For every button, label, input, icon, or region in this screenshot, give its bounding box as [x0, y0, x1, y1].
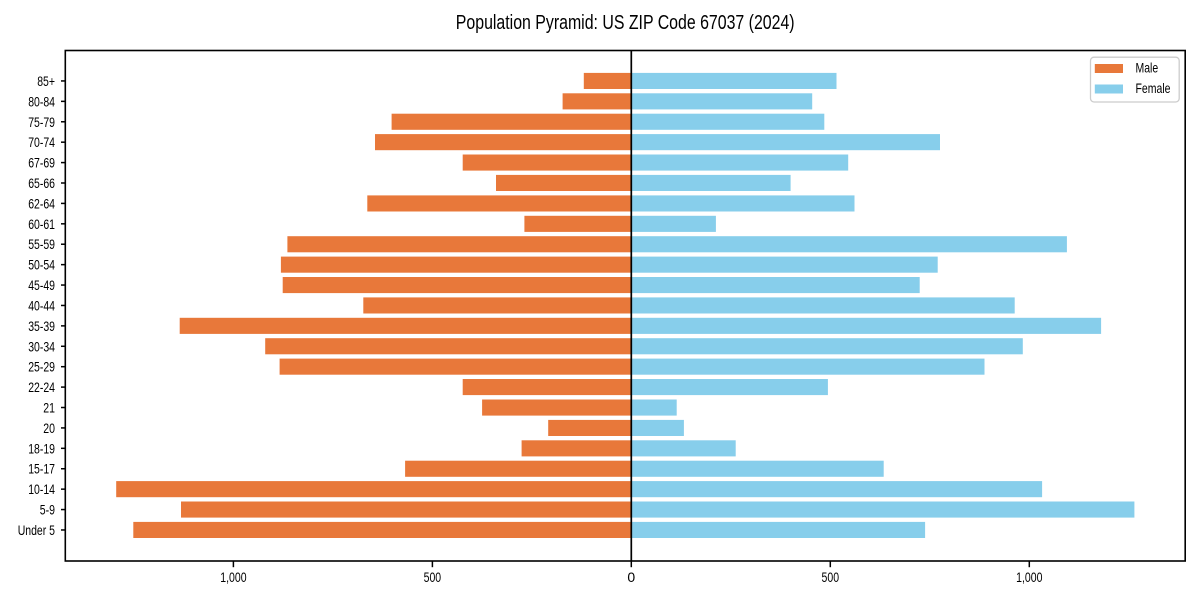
svg-text:15-17: 15-17 — [28, 461, 55, 477]
svg-text:Population Pyramid: US ZIP Cod: Population Pyramid: US ZIP Code 67037 (2… — [456, 12, 795, 34]
svg-text:20: 20 — [43, 420, 55, 436]
svg-text:40-44: 40-44 — [28, 297, 55, 313]
svg-text:500: 500 — [424, 569, 442, 585]
svg-text:22-24: 22-24 — [28, 379, 55, 395]
svg-text:67-69: 67-69 — [28, 155, 55, 171]
svg-text:85+: 85+ — [37, 73, 55, 89]
svg-text:62-64: 62-64 — [28, 195, 55, 211]
svg-text:60-61: 60-61 — [28, 216, 55, 232]
svg-text:70-74: 70-74 — [28, 134, 55, 150]
svg-text:1,000: 1,000 — [1016, 569, 1042, 585]
svg-text:Under 5: Under 5 — [18, 522, 55, 538]
svg-text:35-39: 35-39 — [28, 318, 55, 334]
svg-text:50-54: 50-54 — [28, 257, 55, 273]
svg-text:Male: Male — [1136, 60, 1159, 76]
svg-text:80-84: 80-84 — [28, 93, 55, 109]
svg-text:Female: Female — [1136, 80, 1171, 96]
svg-text:45-49: 45-49 — [28, 277, 55, 293]
svg-text:21: 21 — [43, 400, 55, 416]
svg-text:5-9: 5-9 — [40, 502, 55, 518]
svg-text:18-19: 18-19 — [28, 440, 55, 456]
svg-text:25-29: 25-29 — [28, 359, 55, 375]
svg-text:65-66: 65-66 — [28, 175, 55, 191]
svg-text:30-34: 30-34 — [28, 338, 55, 354]
svg-text:75-79: 75-79 — [28, 114, 55, 130]
svg-text:10-14: 10-14 — [28, 481, 55, 497]
svg-text:500: 500 — [822, 569, 840, 585]
svg-text:55-59: 55-59 — [28, 236, 55, 252]
svg-text:1,000: 1,000 — [220, 569, 246, 585]
svg-text:0: 0 — [627, 569, 635, 585]
